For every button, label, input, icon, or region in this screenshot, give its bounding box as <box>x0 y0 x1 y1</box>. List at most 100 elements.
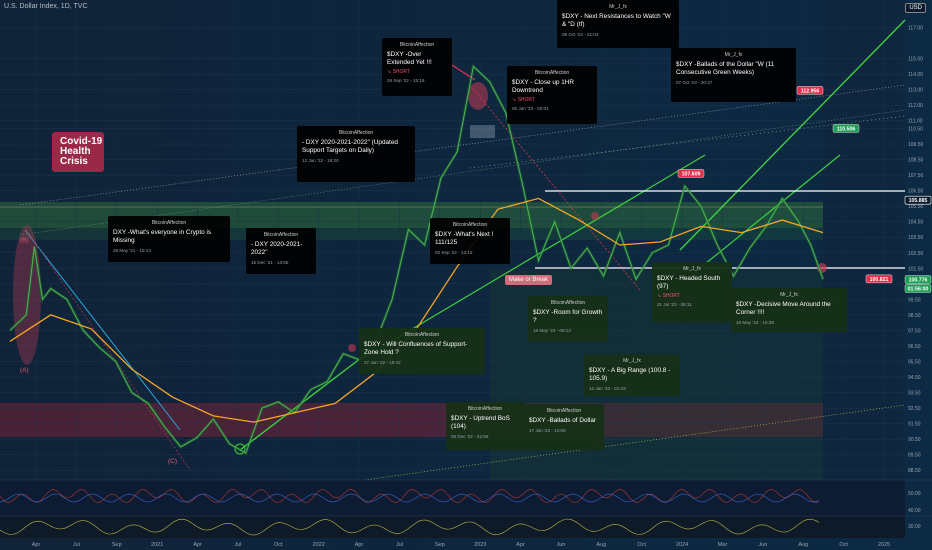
x-tick-label: Oct <box>839 542 848 548</box>
wave-label: (A) <box>20 367 29 374</box>
price-tags: 112.956 110.506 107.609 105.885 100.821 100.7… <box>677 86 932 293</box>
y-tick-label: 105.50 <box>908 204 924 210</box>
idea-title: $DXY -Room for Growth ? <box>533 309 603 324</box>
make-or-break-label: Make or Break <box>505 275 553 285</box>
idea-title: DXY -What's everyone in Crypto is Missin… <box>113 229 212 244</box>
price-tag-label: 01:56:00 <box>908 286 929 292</box>
idea-author: BitcoinAffection <box>550 300 586 306</box>
price-tag-label: 112.956 <box>801 88 820 94</box>
idea-card[interactable]: BitcoinAffection DXY -What's everyone in … <box>108 216 230 262</box>
idea-title: $DXY - Close up 1HR Downtrend <box>512 79 575 94</box>
y-tick-label: 103.50 <box>908 235 924 241</box>
x-tick-label: Jun <box>758 542 767 548</box>
y-tick-label: 99.50 <box>908 297 921 303</box>
idea-card[interactable]: BitcoinAffection - DXY 2020-2021-2022" 16 … <box>246 228 316 274</box>
x-tick-label: Apr <box>32 542 41 548</box>
idea-date: 17 Jan '23 - 12:09 <box>529 428 566 433</box>
idea-author: BitcoinAffection <box>452 222 488 228</box>
idea-date: 06 Jan '23 - 00:01 <box>512 106 549 111</box>
x-tick-label: Sep <box>112 542 122 548</box>
idea-card[interactable]: BitcoinAffection $DXY -Room for Growth ? 1… <box>528 296 608 342</box>
idea-date: 16 May '24 - 16:38 <box>736 320 774 325</box>
x-tick-label: Mar <box>718 542 728 548</box>
idea-author: BitcoinAffection <box>534 70 570 76</box>
y-tick-label: 102.50 <box>908 251 924 257</box>
price-tag: 01:56:00 <box>904 284 932 293</box>
idea-author: BitcoinAffection <box>546 408 582 414</box>
idea-date: 05 Dec '22 - 02:58 <box>451 434 489 439</box>
y-tick-label: 113.00 <box>908 88 923 94</box>
oscillator-line-red <box>0 489 820 503</box>
price-tag-label: 105.885 <box>909 198 928 204</box>
y-tick-label: 104.50 <box>908 220 924 226</box>
idea-card[interactable]: Mr_J_fx $DXY - Headed South (97) ↘ SHORT 21… <box>652 262 732 322</box>
x-tick-label: 2023 <box>474 542 486 548</box>
idea-title: - DXY 2020-2021-2022" <box>251 241 303 256</box>
idea-author: BitcoinAffection <box>338 130 374 136</box>
idea-card[interactable]: Mr_J_fx $DXY -Decisive Move Around the Co… <box>731 288 847 332</box>
price-tag-label: 107.609 <box>682 171 701 177</box>
y-tick-label: 98.50 <box>908 313 921 319</box>
x-tick-label: Jul <box>396 542 403 548</box>
idea-author: BitcoinAffection <box>399 42 435 48</box>
price-tag: 100.776 <box>904 275 932 284</box>
x-tick-label: Jul <box>234 542 241 548</box>
idea-date: 07 Oct '23 - 20:37 <box>676 80 713 85</box>
idea-card[interactable]: BitcoinAffection $DXY -Over Extended Yet … <box>382 38 452 96</box>
price-tag: 105.885 <box>904 195 932 205</box>
x-tick-label: Sep <box>435 542 445 548</box>
x-tick-label: Apr <box>193 542 202 548</box>
idea-title: - DXY 2020-2021-2022" (Updated Support T… <box>302 139 398 154</box>
covid-callout-box <box>52 132 104 172</box>
y-tick-label: 96.50 <box>908 344 921 350</box>
wave-label: (C) <box>168 458 177 465</box>
idea-author: BitcoinAffection <box>467 406 503 412</box>
idea-card[interactable]: BitcoinAffection $DXY -What's Next ! 111/… <box>430 218 510 264</box>
idea-author: Mr_J_fx <box>609 4 627 10</box>
idea-title: $DXY - A Big Range (100.8 - 105.9) <box>589 367 671 382</box>
covid-callout-label: Covid-19 Health Crisis <box>60 136 103 167</box>
y-tick-label: 97.50 <box>908 328 921 334</box>
x-tick-label: Oct <box>637 542 646 548</box>
idea-card[interactable]: BitcoinAffection $DXY - Close up 1HR Down… <box>507 66 597 124</box>
currency-button[interactable]: USD <box>905 3 926 13</box>
y-tick-label: 108.50 <box>908 158 924 164</box>
idea-title: $DXY -Ballads of the Dollar "W (11 Conse… <box>676 61 775 76</box>
idea-title: $DXY -Decisive Move Around the Corner !!… <box>736 301 831 316</box>
idea-card[interactable]: BitcoinAffection - DXY 2020-2021-2022" (U… <box>297 126 415 182</box>
idea-card[interactable]: Mr_J_fx $DXY -Ballads of the Dollar "W (1… <box>671 48 796 102</box>
y-tick-label: 91.50 <box>908 422 921 428</box>
y-tick-label: 90.50 <box>908 437 921 443</box>
y-tick-label: 93.50 <box>908 391 921 397</box>
idea-author: Mr_J_fx <box>724 52 743 58</box>
x-tick-label: 2022 <box>313 542 325 548</box>
idea-date: 12 Jan '22 - 18:20 <box>302 158 339 163</box>
idea-title: $DXY - Uptrend BoS (104) <box>451 415 510 430</box>
idea-date: 28 May '21 - 15:13 <box>113 248 151 253</box>
idea-card[interactable]: BitcoinAffection $DXY - Uptrend BoS (104)… <box>446 402 524 450</box>
y-tick-label: 114.00 <box>908 72 923 78</box>
y-tick-label: 101.50 <box>908 266 924 272</box>
x-tick-label: Oct <box>274 542 283 548</box>
idea-author: Mr_J_fx <box>683 266 701 272</box>
idea-date: 16 May '23 - 08:12 <box>533 328 571 333</box>
chart-symbol-title: U.S. Dollar Index, 1D, TVC <box>4 3 88 10</box>
idea-author: BitcoinAffection <box>263 232 299 238</box>
x-tick-label: Aug <box>596 542 606 548</box>
idea-card[interactable]: Mr_J_fx $DXY - A Big Range (100.8 - 105.9… <box>584 354 680 396</box>
y-tick-label: 110.50 <box>908 127 923 133</box>
y-tick-label: 112.00 <box>908 103 923 109</box>
price-tag: 112.956 <box>796 86 824 95</box>
oscillator-tick-label: 40.00 <box>908 508 921 514</box>
idea-card[interactable]: Mr_J_fx $DXY - Next Resistances to Watch … <box>557 0 679 48</box>
x-tick-label: Apr <box>516 542 525 548</box>
price-tag: 107.609 <box>677 169 705 178</box>
idea-author: BitcoinAffection <box>404 332 440 338</box>
idea-card[interactable]: BitcoinAffection $DXY - Will Confluences … <box>359 328 485 374</box>
wave-labels: (B) (A) (C) <box>20 237 177 465</box>
x-tick-label: 2025 <box>878 542 890 548</box>
idea-short-tag: ↘ SHORT <box>657 293 680 299</box>
idea-card[interactable]: BitcoinAffection $DXY -Ballads of Dollar 1… <box>524 404 604 450</box>
idea-date: 27 Jan '22 - 19:42 <box>364 360 401 365</box>
x-tick-label: Jun <box>557 542 566 548</box>
